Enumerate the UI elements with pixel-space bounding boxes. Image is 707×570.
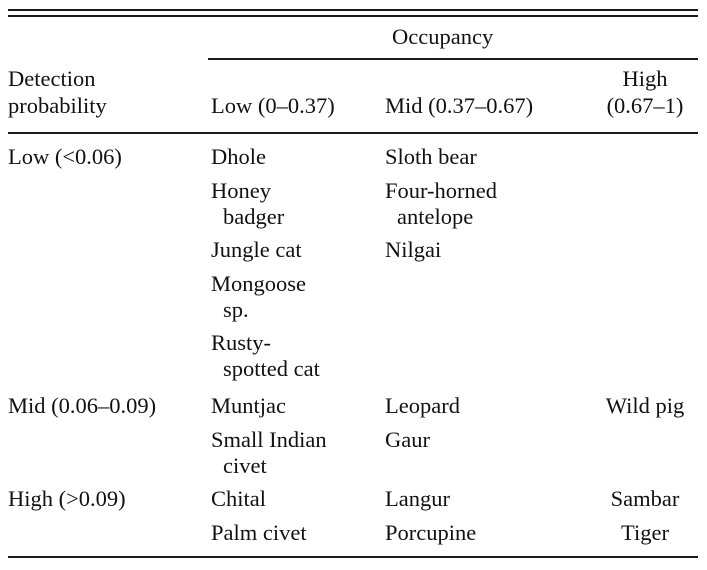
row-label: Mid (0.06–0.09) xyxy=(8,393,157,418)
cell-mid-entry: Langur xyxy=(385,486,450,511)
cell-low-entry: badger xyxy=(223,203,285,229)
bottom-rule xyxy=(8,556,698,558)
cell-high-entry: Sambar xyxy=(610,486,680,511)
cell-low-entry: Honey xyxy=(211,177,271,203)
row-label: Low (<0.06) xyxy=(8,144,122,169)
col-header-mid: Mid (0.37–0.67) xyxy=(385,93,534,118)
col-header-high-line2: (0.67–1) xyxy=(606,93,684,118)
cell-low-entry: spotted cat xyxy=(223,356,320,381)
cell-low-entry: Mongoose xyxy=(211,270,306,296)
cell-low-entry: Dhole xyxy=(211,144,266,169)
cell-mid-entry: antelope xyxy=(397,203,474,229)
cell-low-entry: Chital xyxy=(211,486,266,511)
col-header-high-line1: High xyxy=(622,66,668,91)
cell-low-entry: Palm civet xyxy=(211,519,307,545)
occupancy-group-rule xyxy=(208,58,698,60)
cell-mid-entry: Leopard xyxy=(385,393,460,418)
col-header-low: Low (0–0.37) xyxy=(211,93,335,118)
cell-high-entry: Tiger xyxy=(621,519,669,545)
cell-low-entry: Small Indian xyxy=(211,426,327,452)
cell-mid-entry: Four-horned xyxy=(385,177,498,203)
cell-low-entry: civet xyxy=(223,452,267,478)
cell-low-entry: Rusty- xyxy=(211,330,272,355)
cell-mid-entry: Sloth bear xyxy=(385,144,477,169)
top-rule-outer xyxy=(8,9,698,11)
row-header-line2: probability xyxy=(8,93,107,118)
cell-low-entry: sp. xyxy=(223,296,249,322)
cell-mid-entry: Nilgai xyxy=(385,237,442,262)
cell-low-entry: Jungle cat xyxy=(211,237,302,262)
row-label: High (>0.09) xyxy=(8,486,126,511)
row-header-line1: Detection xyxy=(8,66,96,91)
cell-mid-entry: Gaur xyxy=(385,426,430,452)
cell-mid-entry: Porcupine xyxy=(385,519,477,545)
occupancy-group-header: Occupancy xyxy=(392,24,494,49)
cell-high-entry: Wild pig xyxy=(605,393,685,418)
header-bottom-rule xyxy=(8,132,698,134)
cell-low-entry: Muntjac xyxy=(211,393,286,418)
top-rule-inner xyxy=(8,15,698,17)
